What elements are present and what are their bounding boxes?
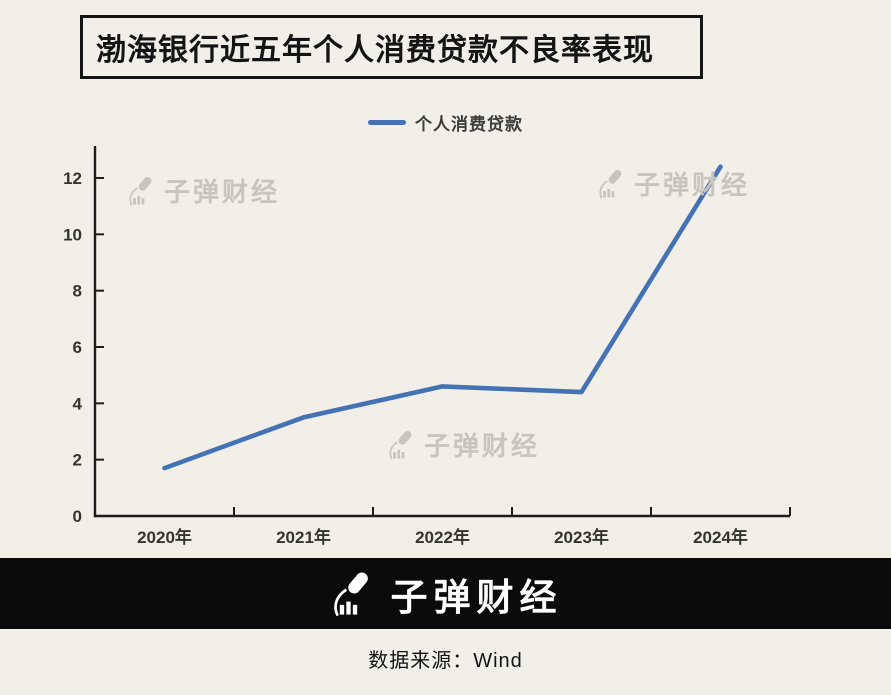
legend-line-swatch (368, 120, 406, 125)
x-tick-label: 2023年 (554, 527, 609, 547)
y-tick-label: 6 (73, 338, 82, 357)
bullet-rocket-logo-icon (333, 571, 368, 616)
legend: 个人消费贷款 (0, 110, 891, 135)
y-tick-label: 8 (73, 282, 82, 301)
x-tick-label: 2022年 (415, 527, 470, 547)
x-tick-label: 2020年 (137, 527, 192, 547)
y-tick-label: 0 (73, 507, 82, 526)
chart-area: 0 2 4 6 8 10 12 2020年 2021年 2022年 2023年 2024年 子弹财经 (63, 146, 791, 547)
y-tick-label: 4 (73, 394, 83, 413)
data-source-text: 数据来源：Wind (368, 650, 523, 672)
title-box: 渤海银行近五年个人消费贷款不良率表现 (80, 15, 703, 79)
y-tick-label: 10 (63, 225, 82, 244)
y-tick-label: 12 (63, 169, 82, 188)
footer-logo-bar: 子弹财经 (0, 558, 891, 629)
legend-label: 个人消费贷款 (415, 115, 523, 134)
chart-title: 渤海银行近五年个人消费贷款不良率表现 (96, 34, 654, 67)
footer-logo-text: 子弹财经 (390, 576, 563, 618)
x-tick-label: 2024年 (693, 527, 748, 547)
x-tick-label: 2021年 (276, 527, 331, 547)
data-source-line: 数据来源：Wind (0, 629, 891, 695)
y-tick-label: 2 (73, 451, 82, 470)
series-line (162, 164, 723, 471)
line-chart: 0 2 4 6 8 10 12 2020年 2021年 2022年 2023年 2024年 (63, 146, 791, 547)
